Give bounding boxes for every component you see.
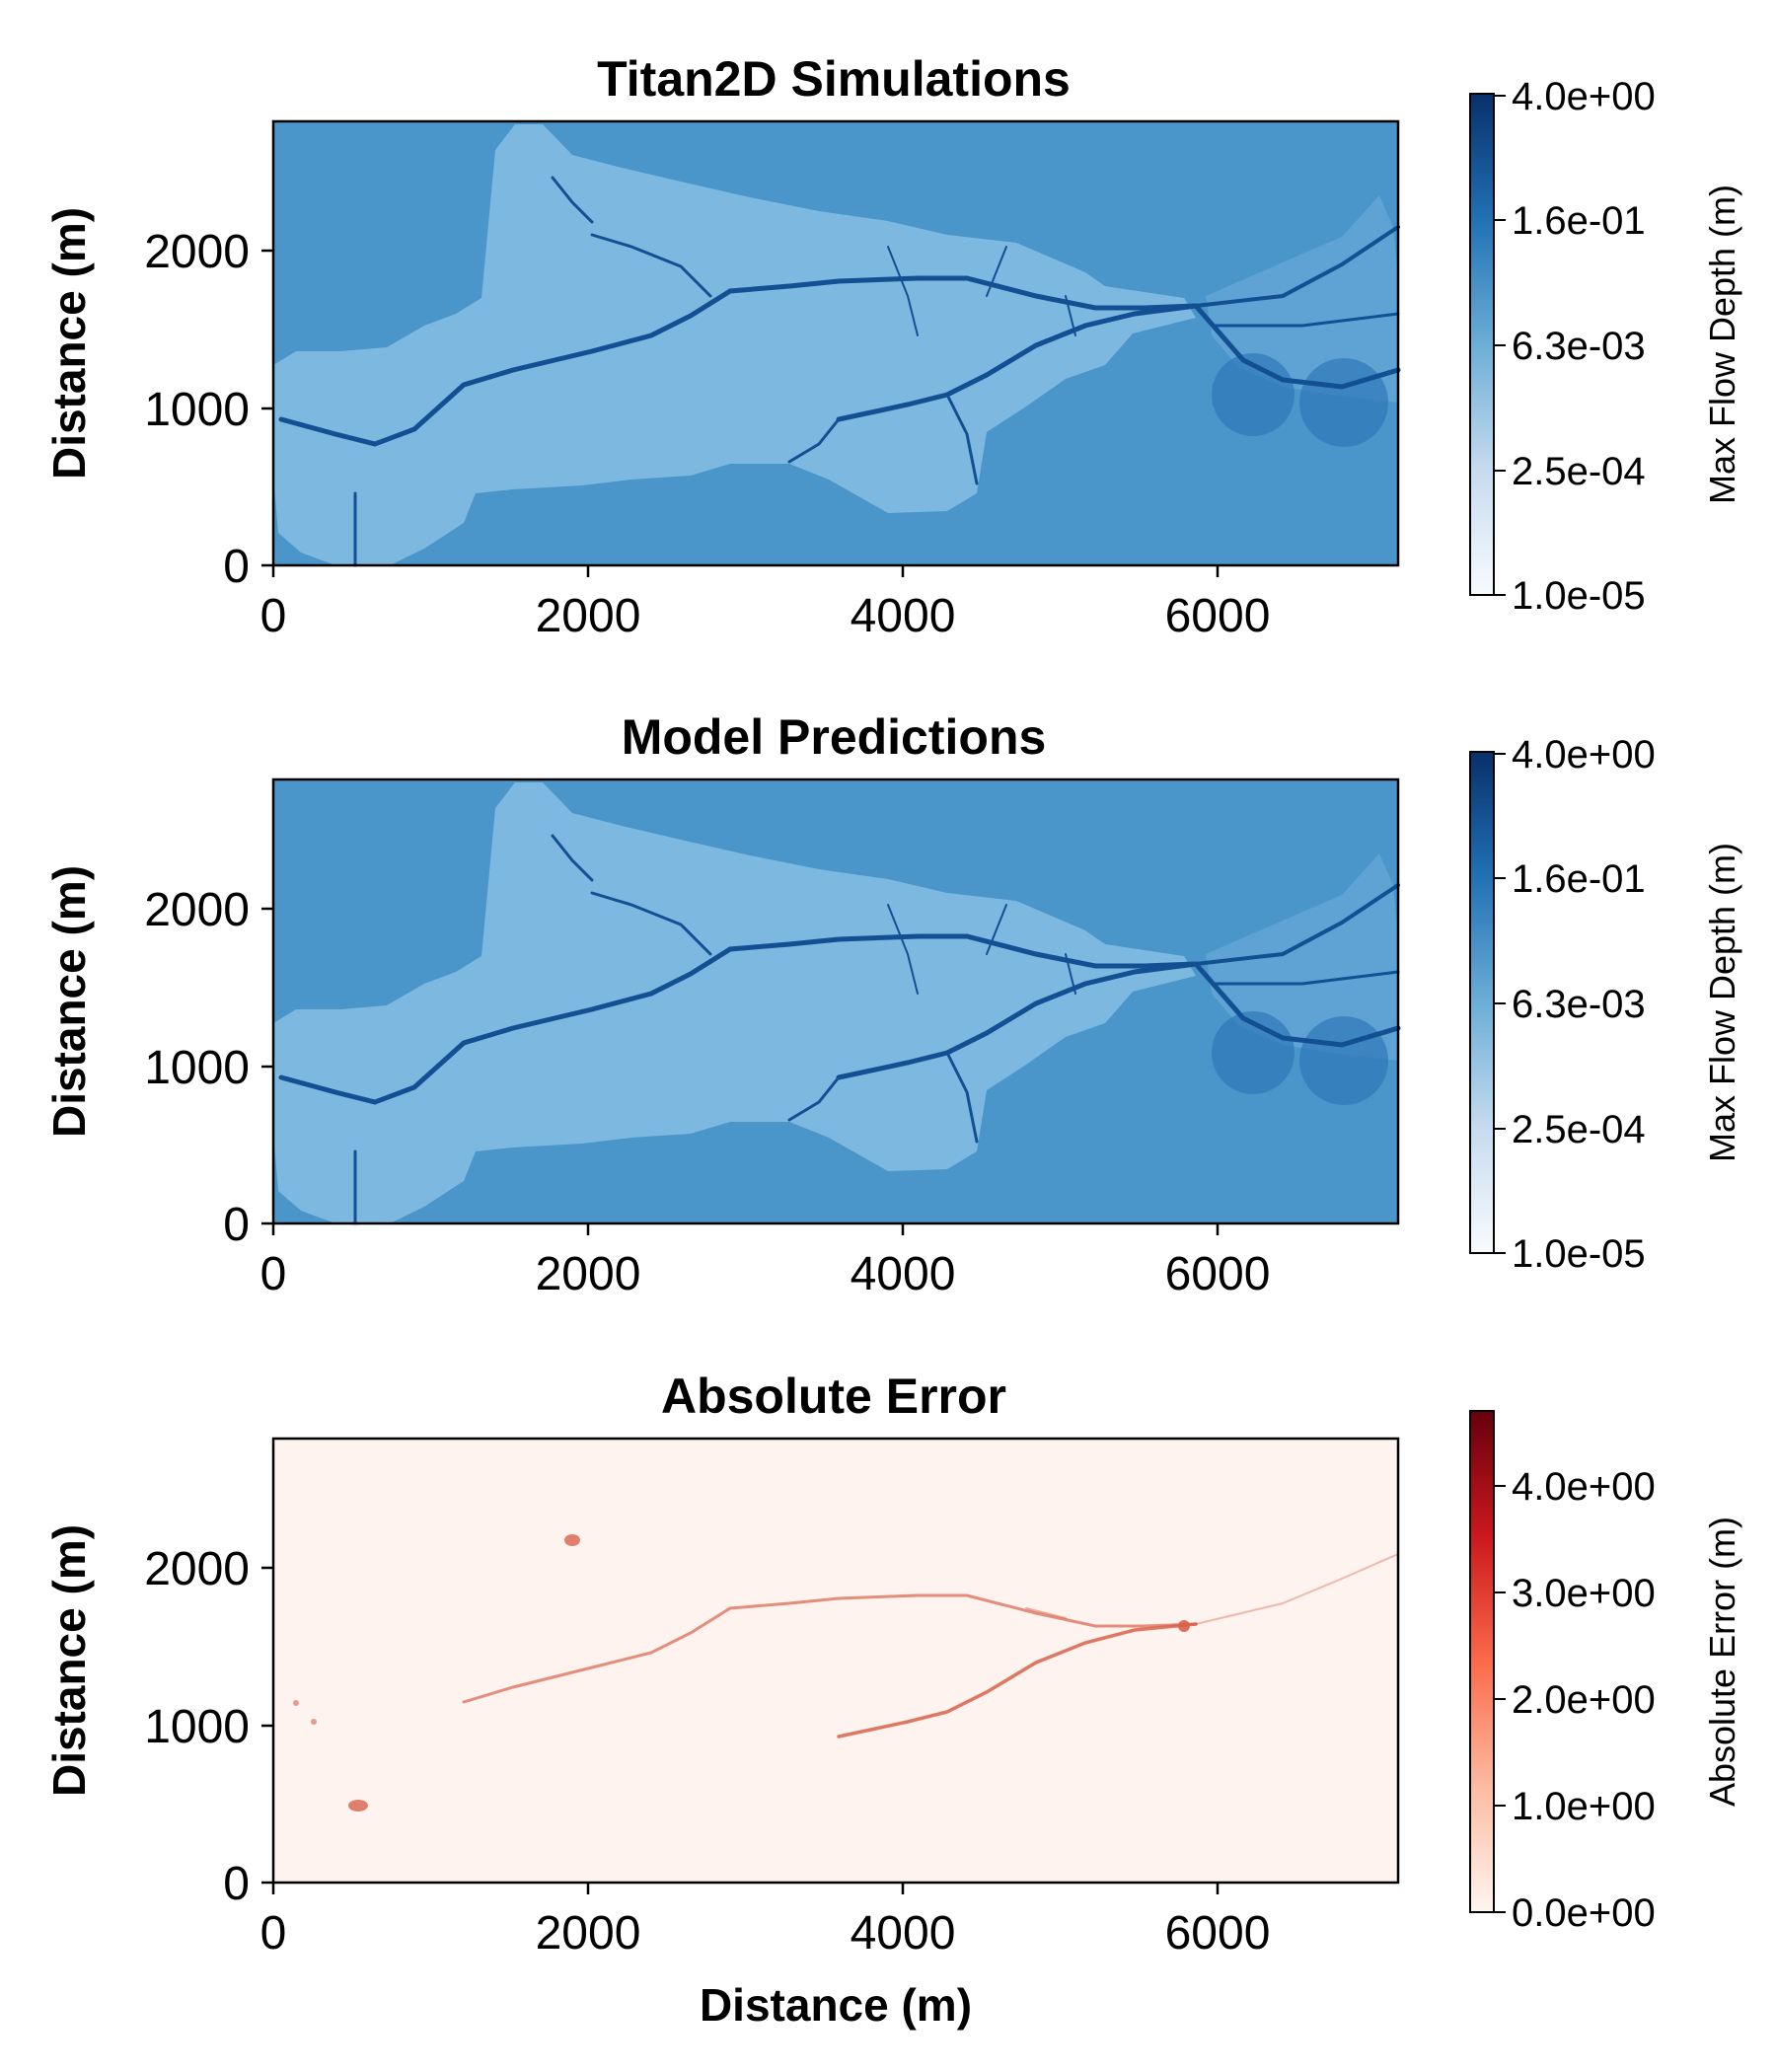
deposit <box>1299 358 1388 447</box>
flow-channels <box>278 176 1401 567</box>
panel-absolute-error: Absolute Error 0 1000 2000 Distance (m) <box>43 1369 1742 2031</box>
colorbar: 4.0e+00 1.6e-01 6.3e-03 2.5e-04 1.0e-05 … <box>1469 733 1742 1276</box>
deposit <box>1299 1016 1388 1105</box>
x-tick-label: 6000 <box>1165 590 1271 642</box>
plot-background <box>273 1439 1398 1883</box>
panel-title: Absolute Error <box>661 1369 1006 1424</box>
colorbar-tick-label: 4.0e+00 <box>1512 1465 1656 1509</box>
colorbar-scale <box>1469 93 1495 596</box>
colorbar-scale <box>1469 1410 1495 1913</box>
error-channels <box>462 1553 1399 1739</box>
error-spots <box>293 1534 1190 1812</box>
colorbar-tick-label: 1.6e-01 <box>1512 857 1646 901</box>
plot-frame <box>271 1437 1400 1885</box>
y-axis: 0 1000 2000 Distance (m) <box>43 865 273 1251</box>
colorbar-label: Max Flow Depth (m) <box>1702 843 1742 1162</box>
colorbar-tick-label: 1.6e-01 <box>1512 199 1646 243</box>
flow-terrain <box>273 782 1196 1223</box>
colorbar-tick-label: 2.5e-04 <box>1512 450 1646 493</box>
colorbar-tick-label: 6.3e-03 <box>1512 983 1646 1026</box>
colorbar-tick-label: 4.0e+00 <box>1512 75 1656 118</box>
x-tick-label: 0 <box>260 1248 287 1300</box>
x-tick-label: 2000 <box>536 1248 641 1300</box>
colorbar-tick-label: 2.0e+00 <box>1512 1678 1656 1722</box>
x-tick-label: 6000 <box>1165 1907 1271 1960</box>
colorbar: 4.0e+00 1.6e-01 6.3e-03 2.5e-04 1.0e-05 … <box>1469 75 1742 618</box>
y-axis-label: Distance (m) <box>43 865 95 1138</box>
colorbar-label: Max Flow Depth (m) <box>1702 185 1742 504</box>
flow-channels <box>278 834 1401 1225</box>
y-tick-label: 2000 <box>144 226 250 278</box>
y-tick-label: 2000 <box>144 1543 250 1595</box>
panel-titan2d: Titan2D Simulations 0 1000 <box>43 51 1742 642</box>
x-tick-label: 2000 <box>536 1907 641 1960</box>
x-tick-label: 6000 <box>1165 1248 1271 1300</box>
colorbar-tick-label: 2.5e-04 <box>1512 1108 1646 1151</box>
y-tick-label: 2000 <box>144 884 250 936</box>
y-tick-label: 1000 <box>144 384 250 436</box>
colorbar-tick-label: 0.0e+00 <box>1512 1891 1656 1935</box>
colorbar-tick-label: 3.0e+00 <box>1512 1572 1656 1615</box>
plot-frame <box>271 119 1400 567</box>
colorbar-scale <box>1469 751 1495 1254</box>
x-axis: 0 2000 4000 6000 <box>260 565 1271 642</box>
y-axis-label: Distance (m) <box>43 207 95 480</box>
colorbar-tick-label: 1.0e+00 <box>1512 1785 1656 1828</box>
x-axis: 0 2000 4000 6000 <box>260 1223 1271 1300</box>
colorbar-tick-label: 4.0e+00 <box>1512 733 1656 777</box>
colorbar-label: Absolute Error (m) <box>1702 1517 1742 1807</box>
y-axis-label: Distance (m) <box>43 1524 95 1797</box>
y-tick-label: 0 <box>223 1858 250 1910</box>
y-tick-label: 1000 <box>144 1701 250 1753</box>
y-tick-label: 0 <box>223 541 250 593</box>
colorbar-tick-label: 6.3e-03 <box>1512 325 1646 368</box>
colorbar-tick-label: 1.0e-05 <box>1512 574 1646 618</box>
y-axis: 0 1000 2000 Distance (m) <box>43 1524 273 1910</box>
x-tick-label: 0 <box>260 590 287 642</box>
y-axis: 0 1000 2000 Distance (m) <box>43 207 273 593</box>
panel-title: Model Predictions <box>622 709 1047 765</box>
x-tick-label: 4000 <box>851 1907 956 1960</box>
y-tick-label: 1000 <box>144 1042 250 1094</box>
flow-fan <box>1206 853 1398 1061</box>
panel-model-predictions: Model Predictions 0 1000 <box>43 709 1742 1300</box>
x-tick-label: 4000 <box>851 1248 956 1300</box>
x-axis: 0 2000 4000 6000 Distance (m) <box>260 1883 1271 2031</box>
x-tick-label: 2000 <box>536 590 641 642</box>
x-tick-label: 4000 <box>851 590 956 642</box>
plot-frame <box>271 777 1400 1225</box>
flow-fan <box>1206 195 1398 403</box>
x-axis-label: Distance (m) <box>700 1979 972 2031</box>
colorbar: 4.0e+00 3.0e+00 2.0e+00 1.0e+00 0.0e+00 … <box>1469 1410 1742 1935</box>
x-tick-label: 0 <box>260 1907 287 1960</box>
panel-title: Titan2D Simulations <box>597 51 1071 107</box>
y-tick-label: 0 <box>223 1199 250 1251</box>
colorbar-tick-label: 1.0e-05 <box>1512 1232 1646 1276</box>
flow-terrain <box>273 124 1196 565</box>
